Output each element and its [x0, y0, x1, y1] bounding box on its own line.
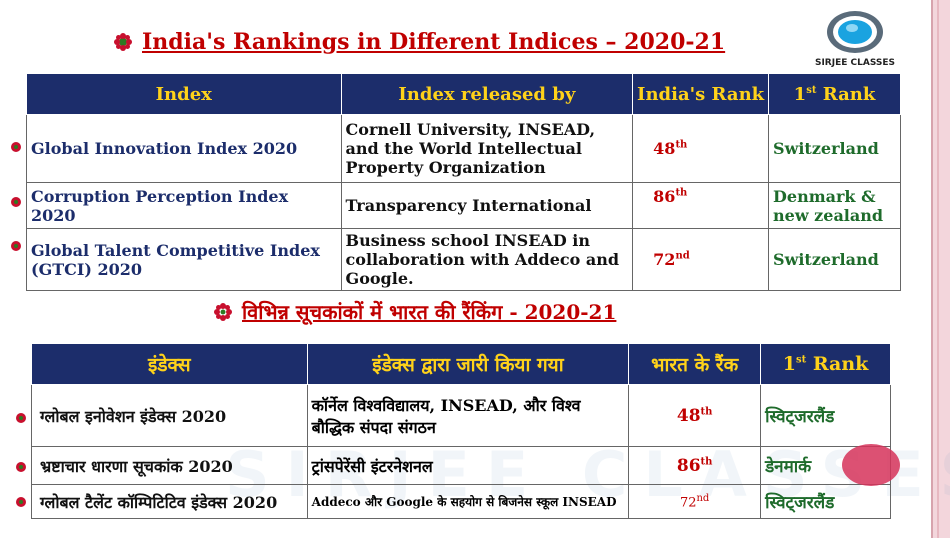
flower-bullet-icon: [16, 413, 26, 423]
index-cell: Global Talent Competitive Index (GTCI) 2…: [26, 228, 342, 291]
first-rank-cell: Denmark & new zealand: [768, 182, 901, 229]
india-rank-cell: 48th: [628, 384, 762, 447]
first-rank-cell: स्विट्जरलैंड: [760, 484, 891, 519]
released-by-cell: Addeco और Google के सहयोग से बिजनेस स्कू…: [306, 484, 630, 519]
flower-bullet-icon: [114, 33, 132, 51]
table-row: Corruption Perception Index 2020 Transpa…: [26, 182, 901, 229]
index-cell: भ्रष्टाचार धारणा सूचकांक 2020: [31, 446, 308, 485]
index-cell: ग्लोबल टैलेंट कॉम्पिटिटिव इंडेक्स 2020: [31, 484, 308, 519]
flower-bullet-icon: [16, 497, 26, 507]
table-row: ग्लोबल टैलेंट कॉम्पिटिटिव इंडेक्स 2020 A…: [31, 484, 891, 519]
index-cell: Corruption Perception Index 2020: [26, 182, 342, 229]
table-row: ग्लोबल इनोवेशन इंडेक्स 2020 कॉर्नेल विश्…: [31, 384, 891, 447]
first-rank-cell: Switzerland: [768, 114, 901, 183]
logo-text: SIRJEE CLASSES: [814, 58, 896, 68]
header-released-by: इंडेक्स द्वारा जारी किया गया: [306, 343, 630, 385]
header-index: इंडेक्स: [31, 343, 308, 385]
india-rank-cell: 86th: [632, 182, 770, 229]
table-row: Global Talent Competitive Index (GTCI) 2…: [26, 228, 901, 291]
india-rank-cell: 86th: [628, 446, 762, 485]
highlight-marker: [842, 444, 900, 486]
rankings-table-en: Index Index released by India's Rank 1st…: [26, 73, 901, 291]
page-title: India's Rankings in Different Indices – …: [112, 27, 725, 57]
table-header-row: इंडेक्स इंडेक्स द्वारा जारी किया गया भार…: [31, 343, 891, 385]
header-index: Index: [26, 73, 342, 115]
flower-bullet-icon: [11, 197, 21, 207]
flower-bullet-icon: [11, 241, 21, 251]
released-by-cell: कॉर्नेल विश्वविद्यालय, INSEAD, और विश्व …: [306, 384, 630, 447]
table-row: भ्रष्टाचार धारणा सूचकांक 2020 ट्रांसपेरे…: [31, 446, 891, 485]
india-rank-cell: 72nd: [632, 228, 770, 291]
india-rank-cell: 72nd: [628, 484, 762, 519]
header-india-rank: India's Rank: [632, 73, 770, 115]
released-by-cell: Business school INSEAD in collaboration …: [340, 228, 634, 291]
released-by-cell: ट्रांसपेरेंसी इंटरनेशनल: [306, 446, 630, 485]
table-header-row: Index Index released by India's Rank 1st…: [26, 73, 901, 115]
title-text-en: India's Rankings in Different Indices – …: [142, 29, 726, 55]
slide-right-border: [931, 0, 950, 538]
first-rank-cell: Switzerland: [768, 228, 901, 291]
rankings-table-hi: इंडेक्स इंडेक्स द्वारा जारी किया गया भार…: [31, 343, 891, 519]
flower-bullet-icon: [16, 462, 26, 472]
page-subtitle-hindi: विभिन्न सूचकांकों में भारत की रैंकिंग - …: [212, 298, 616, 326]
released-by-cell: Transparency International: [340, 182, 634, 229]
first-rank-cell: स्विट्जरलैंड: [760, 384, 891, 447]
logo-icon: [827, 11, 883, 53]
header-india-rank: भारत के रैंक: [628, 343, 762, 385]
index-cell: Global Innovation Index 2020: [26, 114, 342, 183]
flower-bullet-icon: [11, 142, 21, 152]
header-first-rank: 1st Rank: [768, 73, 901, 115]
table-row: Global Innovation Index 2020 Cornell Uni…: [26, 114, 901, 183]
index-cell: ग्लोबल इनोवेशन इंडेक्स 2020: [31, 384, 308, 447]
header-first-rank: 1st Rank: [760, 343, 891, 385]
header-released-by: Index released by: [340, 73, 634, 115]
released-by-cell: Cornell University, INSEAD, and the Worl…: [340, 114, 634, 183]
india-rank-cell: 48th: [632, 114, 770, 183]
title-text-hi: विभिन्न सूचकांकों में भारत की रैंकिंग - …: [242, 300, 617, 324]
flower-bullet-icon: [214, 303, 232, 321]
